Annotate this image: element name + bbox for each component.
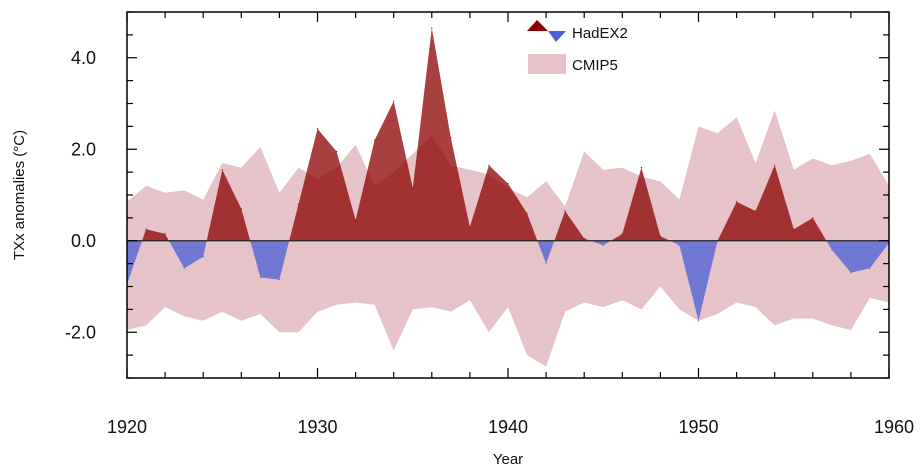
plot-layer — [126, 27, 890, 367]
legend-cmip5-label: CMIP5 — [572, 57, 618, 74]
hadex2-negative-area — [127, 240, 889, 321]
x-tick-label: 1930 — [297, 417, 337, 437]
hadex2-point — [640, 167, 643, 169]
hadex2-point — [850, 272, 852, 274]
hadex2-point — [678, 244, 681, 246]
hadex2-point — [145, 228, 147, 230]
hadex2-point — [450, 137, 452, 139]
x-tick-label: 1960 — [874, 417, 914, 437]
legend-item-cmip5: CMIP5 — [528, 54, 618, 74]
hadex2-point — [507, 183, 509, 185]
hadex2-point — [583, 237, 585, 240]
hadex2-point — [183, 267, 185, 269]
y-tick-label: 2.0 — [71, 139, 96, 159]
hadex2-point — [831, 249, 833, 251]
hadex2-point — [755, 210, 757, 212]
x-tick-label: 1920 — [107, 417, 147, 437]
hadex2-point — [297, 203, 300, 205]
hadex2-point — [659, 235, 662, 237]
hadex2-point — [621, 233, 623, 235]
hadex2-point — [336, 150, 338, 153]
hadex2-point — [316, 128, 319, 130]
hadex2-point — [697, 320, 700, 322]
x-axis-label: Year — [493, 451, 523, 468]
legend: HadEX2 CMIP5 — [527, 20, 628, 74]
hadex2-point — [793, 228, 795, 230]
hadex2-point — [431, 27, 433, 29]
x-tick-label: 1950 — [678, 417, 718, 437]
tick-layer: -2.0 0.0 2.0 4.0 1920 1930 1940 1950 1960 — [65, 11, 914, 437]
hadex2-point — [736, 201, 738, 203]
legend-hadex2-negative-swatch — [548, 31, 566, 42]
legend-item-hadex2: HadEX2 — [527, 20, 628, 42]
hadex2-point — [259, 276, 261, 278]
hadex2-point — [545, 263, 547, 265]
hadex2-positive-area — [127, 28, 889, 241]
hadex2-point — [355, 219, 357, 221]
hadex2-point — [869, 267, 871, 269]
hadex2-point — [469, 226, 471, 228]
hadex2-point — [412, 187, 414, 189]
hadex2-point — [774, 164, 776, 166]
hadex2-point — [564, 210, 566, 212]
hadex2-point — [202, 256, 204, 258]
hadex2-point — [374, 139, 376, 141]
y-axis-label: TXx anomalies (°C) — [11, 130, 28, 260]
legend-hadex2-positive-swatch — [527, 20, 548, 31]
hadex2-point — [812, 217, 814, 219]
legend-hadex2-label: HadEX2 — [572, 25, 628, 42]
hadex2-point — [526, 212, 528, 214]
hadex2-point — [164, 233, 166, 235]
hadex2-point — [221, 169, 223, 171]
y-tick-label: 0.0 — [71, 231, 96, 251]
hadex2-point — [278, 279, 280, 281]
hadex2-point — [393, 100, 395, 102]
x-tick-label: 1940 — [488, 417, 528, 437]
hadex2-point — [240, 208, 242, 210]
hadex2-point — [488, 164, 490, 166]
legend-cmip5-swatch — [528, 54, 566, 74]
y-tick-label: -2.0 — [65, 322, 96, 342]
y-tick-label: 4.0 — [71, 48, 96, 68]
hadex2-point — [602, 244, 604, 246]
